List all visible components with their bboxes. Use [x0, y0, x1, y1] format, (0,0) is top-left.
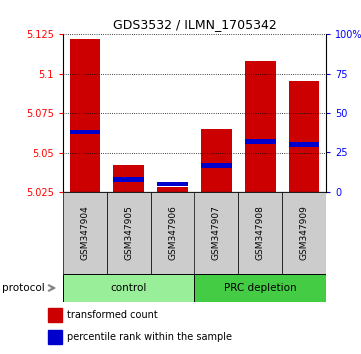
Text: GSM347905: GSM347905	[124, 206, 133, 261]
Bar	[289, 142, 319, 147]
Bar	[151, 192, 195, 274]
Bar	[157, 187, 188, 192]
Title: GDS3532 / ILMN_1705342: GDS3532 / ILMN_1705342	[113, 18, 277, 32]
Bar	[113, 177, 144, 182]
Bar	[238, 192, 282, 274]
Bar	[201, 129, 232, 192]
Bar	[63, 192, 107, 274]
Bar	[63, 274, 195, 302]
Bar	[48, 330, 62, 344]
Text: percentile rank within the sample: percentile rank within the sample	[68, 332, 232, 342]
Bar	[282, 192, 326, 274]
Bar	[289, 81, 319, 192]
Text: GSM347909: GSM347909	[300, 206, 309, 261]
Text: GSM347906: GSM347906	[168, 206, 177, 261]
Bar	[195, 192, 238, 274]
Bar	[245, 139, 275, 144]
Bar	[70, 130, 100, 134]
Text: PRC depletion: PRC depletion	[224, 283, 297, 293]
Bar	[245, 61, 275, 192]
Bar	[70, 39, 100, 192]
Bar	[107, 192, 151, 274]
Text: GSM347907: GSM347907	[212, 206, 221, 261]
Bar	[113, 165, 144, 192]
Text: GSM347908: GSM347908	[256, 206, 265, 261]
Bar	[157, 182, 188, 187]
Text: transformed count: transformed count	[68, 310, 158, 320]
Bar	[195, 274, 326, 302]
Text: control: control	[110, 283, 147, 293]
Bar	[201, 163, 232, 167]
Text: GSM347904: GSM347904	[81, 206, 90, 261]
Bar	[48, 308, 62, 322]
Text: protocol: protocol	[2, 283, 44, 293]
